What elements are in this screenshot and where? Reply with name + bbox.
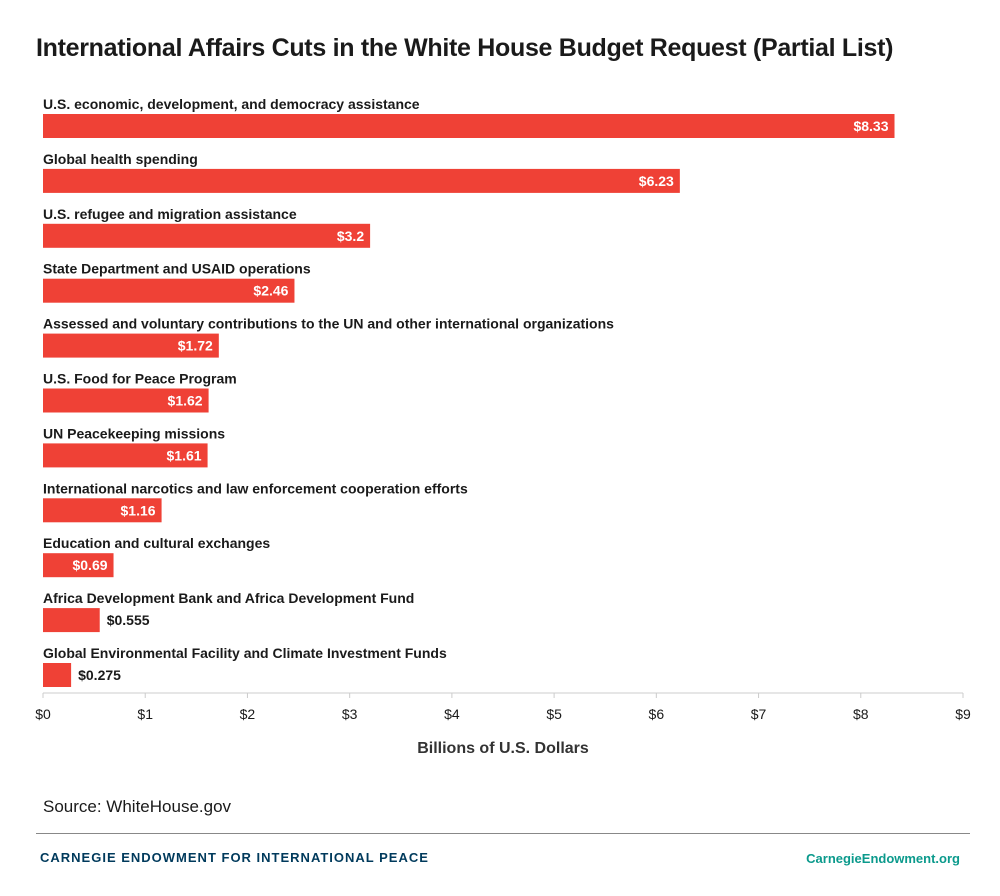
category-label: Global Environmental Facility and Climat… (43, 645, 447, 661)
value-label: $0.555 (107, 612, 150, 628)
category-label: U.S. refugee and migration assistance (43, 206, 297, 222)
value-label: $0.275 (78, 667, 121, 683)
bar (43, 168, 680, 193)
x-tick-label: $6 (649, 706, 665, 722)
category-label: UN Peacekeeping missions (43, 425, 225, 441)
value-label: $1.61 (167, 447, 202, 463)
source-note: Source: WhiteHouse.gov (43, 797, 232, 816)
value-label: $2.46 (253, 283, 288, 299)
bar (43, 498, 162, 523)
category-label: Assessed and voluntary contributions to … (43, 316, 614, 332)
x-tick-label: $7 (751, 706, 767, 722)
x-tick-label: $0 (35, 706, 51, 722)
bar (43, 663, 72, 687)
value-label: $0.69 (72, 557, 107, 573)
bar (43, 608, 100, 633)
category-label: U.S. Food for Peace Program (43, 371, 237, 387)
value-label: $6.23 (639, 173, 674, 189)
category-label: State Department and USAID operations (43, 261, 311, 277)
organization-name: CARNEGIE ENDOWMENT FOR INTERNATIONAL PEA… (40, 850, 429, 865)
bar (43, 278, 295, 303)
footer-divider (36, 833, 970, 834)
category-label: International narcotics and law enforcem… (43, 480, 468, 496)
category-label: Global health spending (43, 151, 198, 167)
category-label: U.S. economic, development, and democrac… (43, 96, 420, 112)
bar (43, 223, 371, 248)
bar (43, 388, 209, 413)
category-label: Education and cultural exchanges (43, 535, 270, 551)
bar (43, 114, 895, 138)
x-tick-label: $9 (955, 706, 971, 722)
bar (43, 333, 219, 358)
value-label: $1.16 (121, 502, 156, 518)
value-label: $1.72 (178, 338, 213, 354)
x-tick-label: $5 (546, 706, 562, 722)
bar (43, 553, 114, 578)
x-tick-label: $3 (342, 706, 358, 722)
organization-url[interactable]: CarnegieEndowment.org (806, 851, 960, 866)
x-tick-label: $8 (853, 706, 869, 722)
x-tick-label: $4 (444, 706, 460, 722)
value-label: $8.33 (853, 118, 888, 134)
x-axis-title: Billions of U.S. Dollars (417, 740, 589, 757)
bar-chart: U.S. economic, development, and democrac… (35, 96, 971, 757)
x-tick-label: $2 (240, 706, 256, 722)
category-label: Africa Development Bank and Africa Devel… (43, 590, 414, 606)
bar (43, 443, 208, 468)
value-label: $1.62 (168, 393, 203, 409)
x-tick-label: $1 (137, 706, 153, 722)
value-label: $3.2 (337, 228, 364, 244)
chart-title: International Affairs Cuts in the White … (36, 34, 894, 62)
